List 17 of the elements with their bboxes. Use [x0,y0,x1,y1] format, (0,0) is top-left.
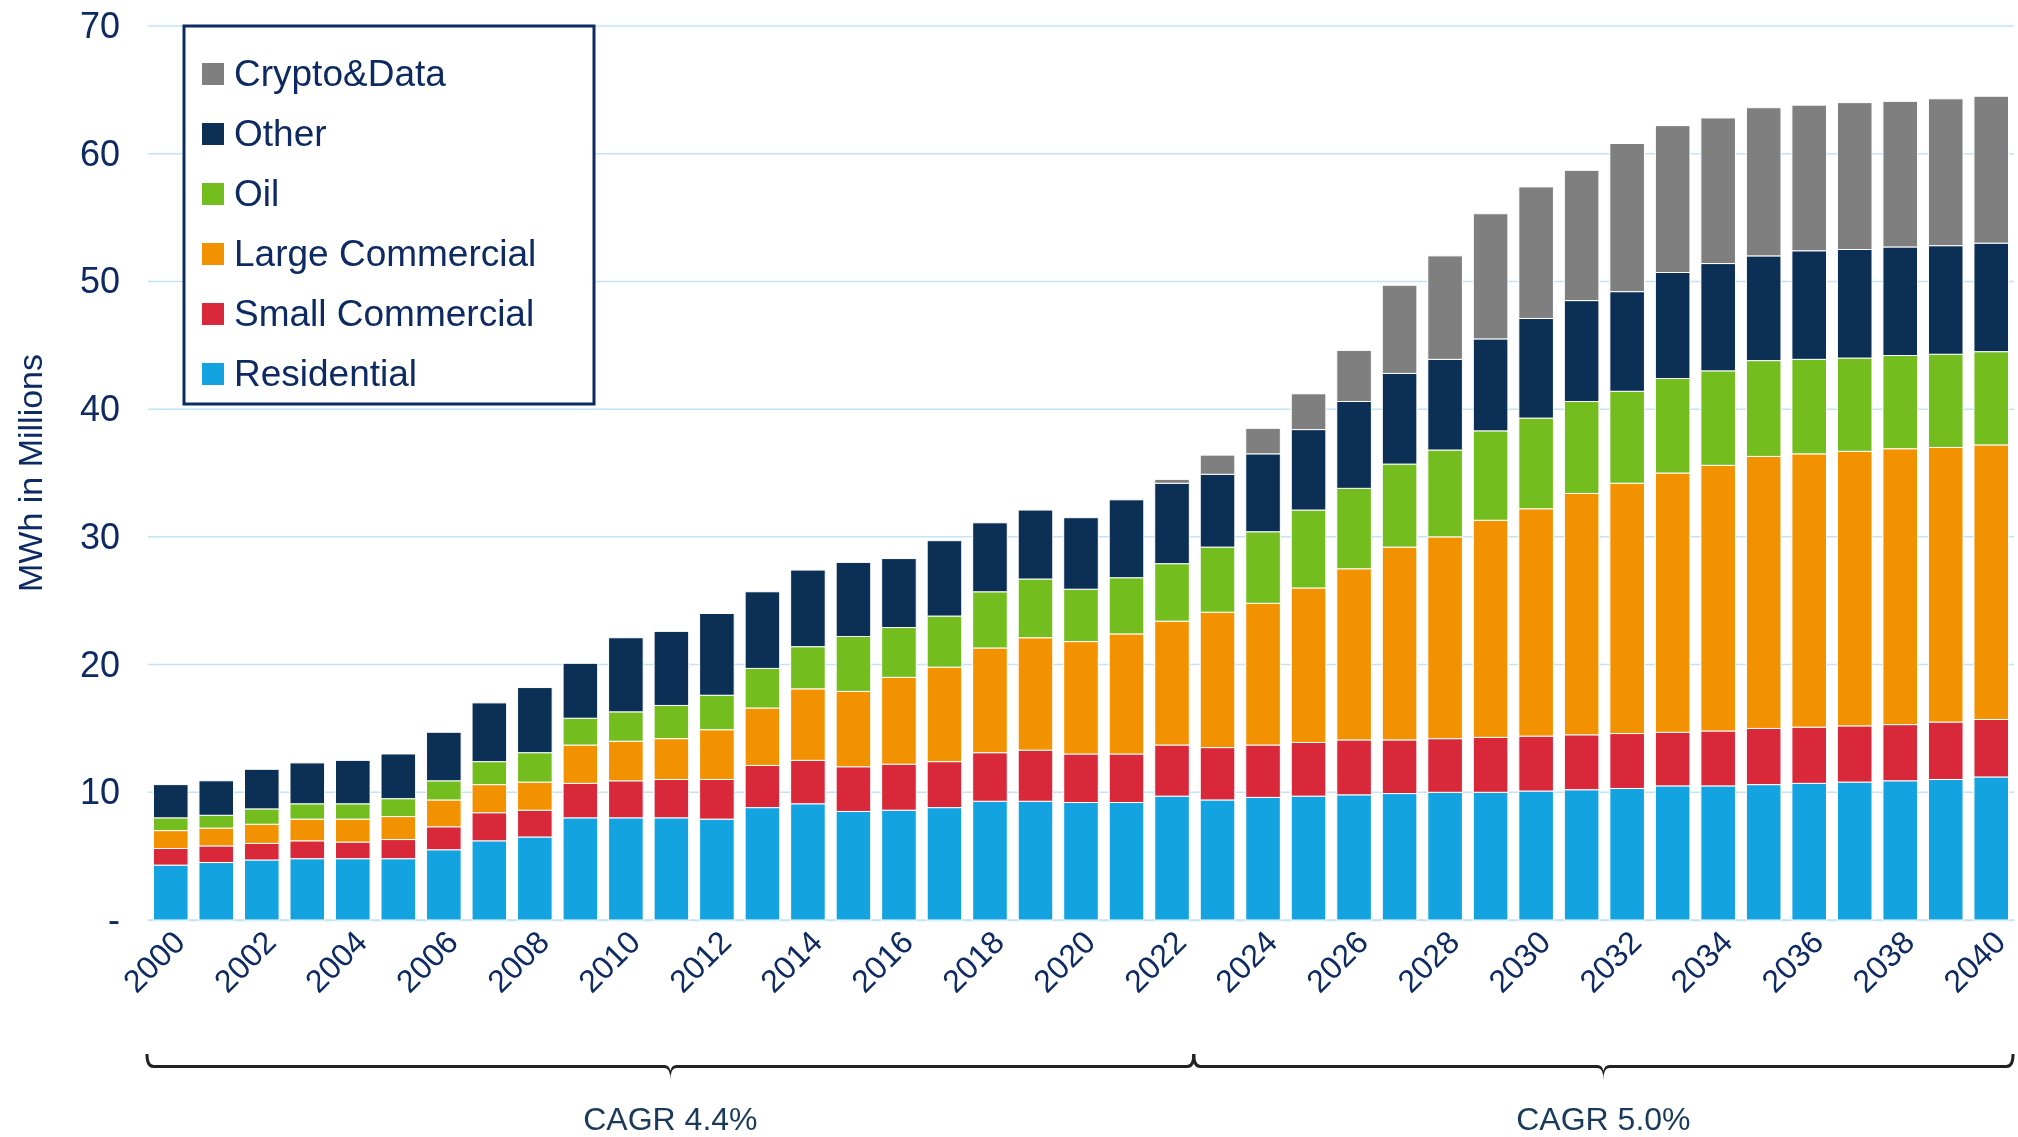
y-tick-label: 70 [79,5,120,47]
y-tick-label: 60 [79,132,120,174]
legend-label: Large Commercial [234,233,537,274]
legend-label: Oil [234,173,280,214]
y-tick-label: 10 [79,771,120,813]
y-tick-label: 40 [79,388,120,430]
legend-label: Crypto&Data [234,53,447,94]
y-tick-label: 50 [79,260,120,302]
text: CAGR 5.0% [1516,1101,1691,1137]
y-tick-label: - [108,899,120,941]
y-tick-label: 30 [79,515,120,557]
legend-label: Other [234,113,327,154]
y-tick-label: 20 [79,643,120,685]
text: CAGR 4.4% [583,1101,758,1137]
y-axis-title: MWh in Millions [11,353,49,593]
legend-label: Small Commercial [234,293,535,334]
legend-label: Residential [234,353,418,394]
